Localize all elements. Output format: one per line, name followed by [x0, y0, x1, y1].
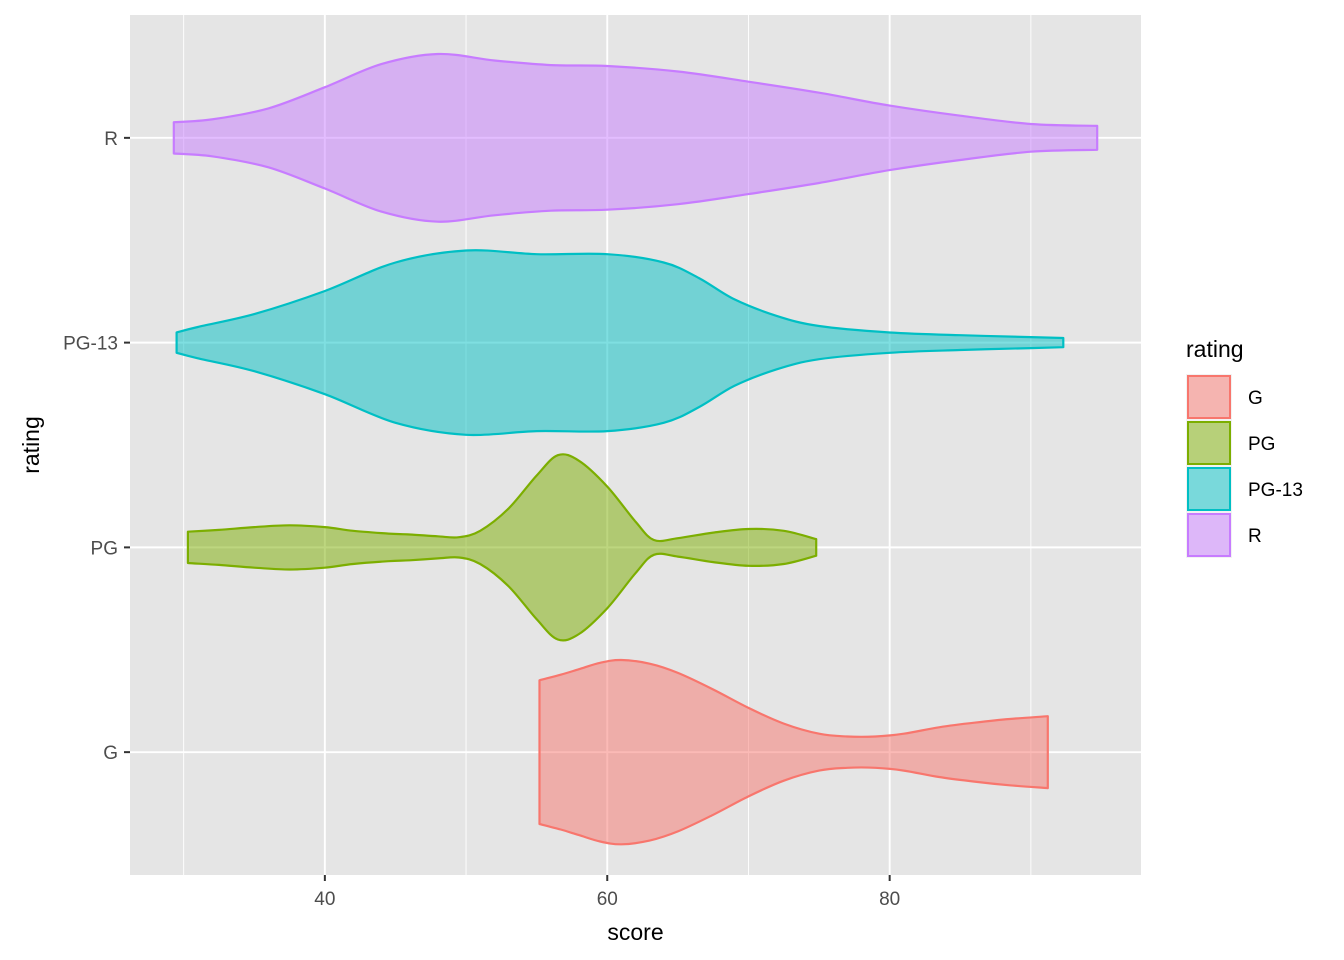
legend-label: PG-13	[1248, 480, 1303, 501]
y-tick-label: PG-13	[63, 334, 118, 355]
legend-label: PG	[1248, 434, 1275, 455]
legend-swatch	[1187, 375, 1231, 419]
y-tick-label: R	[104, 129, 118, 150]
y-axis: G PG PG-13 R	[63, 129, 130, 764]
legend-label: R	[1248, 526, 1262, 547]
x-tick-label: 80	[879, 889, 900, 910]
violin-pg-13	[175, 249, 1065, 437]
legend-swatch	[1187, 513, 1231, 557]
y-tick-label: G	[103, 743, 118, 764]
legend-title: rating	[1186, 336, 1244, 362]
violin-g	[538, 658, 1049, 846]
x-tick-label: 60	[597, 889, 618, 910]
x-axis-title: score	[607, 919, 663, 945]
legend-swatch	[1187, 467, 1231, 511]
y-tick-label: PG	[91, 538, 118, 559]
legend-swatch	[1187, 421, 1231, 465]
x-axis: 40 60 80	[314, 875, 900, 910]
x-tick-label: 40	[314, 889, 335, 910]
legend: rating G PG PG-13 R	[1186, 336, 1303, 558]
legend-label: G	[1248, 388, 1263, 409]
violins	[172, 52, 1099, 846]
violin-r	[172, 52, 1099, 223]
violin-pg	[186, 453, 818, 642]
y-axis-title: rating	[18, 416, 44, 474]
